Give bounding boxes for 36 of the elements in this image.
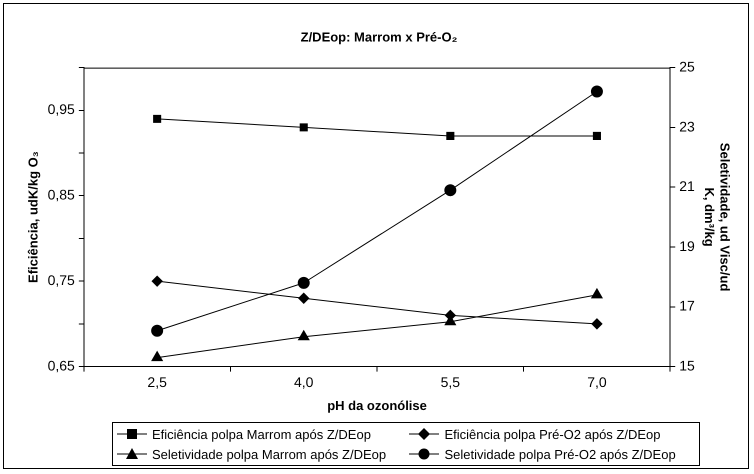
y2-tick-label: 15: [679, 357, 696, 374]
point: [153, 114, 162, 123]
y2-axis-title: Seletividade, ud Visc/ud K, dm³/kg: [702, 142, 733, 292]
x-tick-label: 4,0: [294, 374, 314, 390]
legend-label: Seletividade polpa Pré-O2 após Z/DEop: [444, 446, 676, 462]
point: [298, 276, 310, 289]
point: [592, 132, 601, 140]
point: [152, 276, 163, 287]
x-axis-title: pH da ozonólise: [327, 398, 427, 413]
point: [591, 288, 603, 298]
point: [151, 351, 163, 362]
y-axis-title: Eficiência, udK/kg O₃: [25, 151, 40, 283]
point: [298, 330, 310, 340]
point: [590, 86, 603, 98]
x-tick-label: 7,0: [587, 374, 607, 390]
y2-tick-label: 19: [679, 238, 696, 254]
legend-label: Eficiência polpa Marrom após Z/DEop: [152, 426, 371, 442]
y-tick-label: 0,65: [48, 357, 76, 374]
y-tick-label: 0,85: [48, 186, 76, 203]
point: [298, 292, 310, 304]
y2-tick-label: 21: [679, 178, 696, 194]
y2-tick-label: 25: [679, 58, 696, 74]
legend-label: Eficiência polpa Pré-O2 após Z/DEop: [444, 426, 660, 442]
x-tick-label: 5,5: [440, 374, 460, 390]
point: [591, 318, 602, 330]
point: [444, 184, 456, 196]
point: [446, 132, 454, 140]
point: [300, 123, 308, 132]
legend-label: Seletividade polpa Marrom após Z/DEop: [152, 446, 386, 462]
x-tick-label: 2,5: [147, 374, 168, 390]
y2-tick-label: 23: [679, 118, 696, 134]
y-tick-label: 0,75: [48, 272, 76, 288]
y2-tick-label: 17: [679, 298, 696, 314]
point: [151, 324, 164, 337]
y-tick-label: 0,95: [48, 101, 76, 118]
chart-title: Z/DEop: Marrom x Pré-O₂: [300, 29, 458, 44]
